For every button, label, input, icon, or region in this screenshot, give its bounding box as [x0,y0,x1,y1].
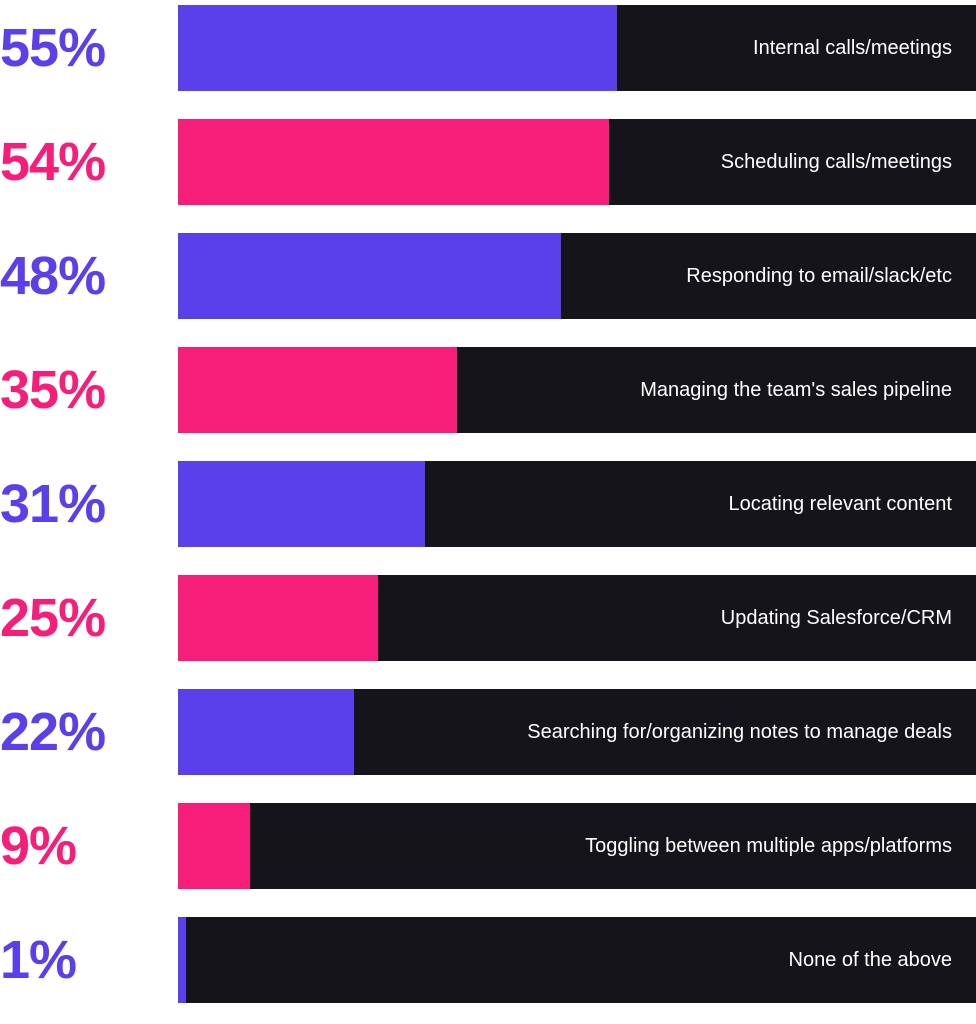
bar-track: Internal calls/meetings [178,5,976,91]
bar-fill [178,689,354,775]
bar-track: Responding to email/slack/etc [178,233,976,319]
bar-row: 9% Toggling between multiple apps/platfor… [0,798,976,894]
bar-row: 54% Scheduling calls/meetings [0,114,976,210]
bar-label: Internal calls/meetings [753,37,952,60]
bar-percentage: 25% [0,591,178,645]
bar-label: Managing the team's sales pipeline [640,379,952,402]
horizontal-bar-chart: 55% Internal calls/meetings 54% Scheduling … [0,0,976,1008]
bar-fill [178,803,250,889]
bar-track: Searching for/organizing notes to manage… [178,689,976,775]
bar-label: Searching for/organizing notes to manage… [527,721,952,744]
bar-track: Locating relevant content [178,461,976,547]
bar-row: 48% Responding to email/slack/etc [0,228,976,324]
bar-track: Updating Salesforce/CRM [178,575,976,661]
bar-row: 22% Searching for/organizing notes to man… [0,684,976,780]
bar-track: Managing the team's sales pipeline [178,347,976,433]
bar-row: 31% Locating relevant content [0,456,976,552]
bar-track: None of the above [178,917,976,1003]
bar-percentage: 35% [0,363,178,417]
bar-label: Locating relevant content [729,493,953,516]
bar-label: None of the above [789,949,952,972]
bar-percentage: 48% [0,249,178,303]
bar-label: Responding to email/slack/etc [686,265,952,288]
bar-fill [178,119,609,205]
bar-fill [178,575,378,661]
bar-fill [178,347,457,433]
bar-row: 1% None of the above [0,912,976,1008]
bar-row: 55% Internal calls/meetings [0,0,976,96]
bar-label: Updating Salesforce/CRM [721,607,952,630]
bar-fill [178,233,561,319]
bar-fill [178,5,617,91]
bar-percentage: 22% [0,705,178,759]
bar-label: Scheduling calls/meetings [721,151,952,174]
bar-percentage: 9% [0,819,178,873]
bar-percentage: 54% [0,135,178,189]
bar-fill [178,461,425,547]
bar-row: 35% Managing the team's sales pipeline [0,342,976,438]
bar-percentage: 55% [0,21,178,75]
bar-fill [178,917,186,1003]
bar-track: Toggling between multiple apps/platforms [178,803,976,889]
bar-row: 25% Updating Salesforce/CRM [0,570,976,666]
bar-percentage: 1% [0,933,178,987]
bar-track: Scheduling calls/meetings [178,119,976,205]
bar-percentage: 31% [0,477,178,531]
bar-label: Toggling between multiple apps/platforms [585,835,952,858]
